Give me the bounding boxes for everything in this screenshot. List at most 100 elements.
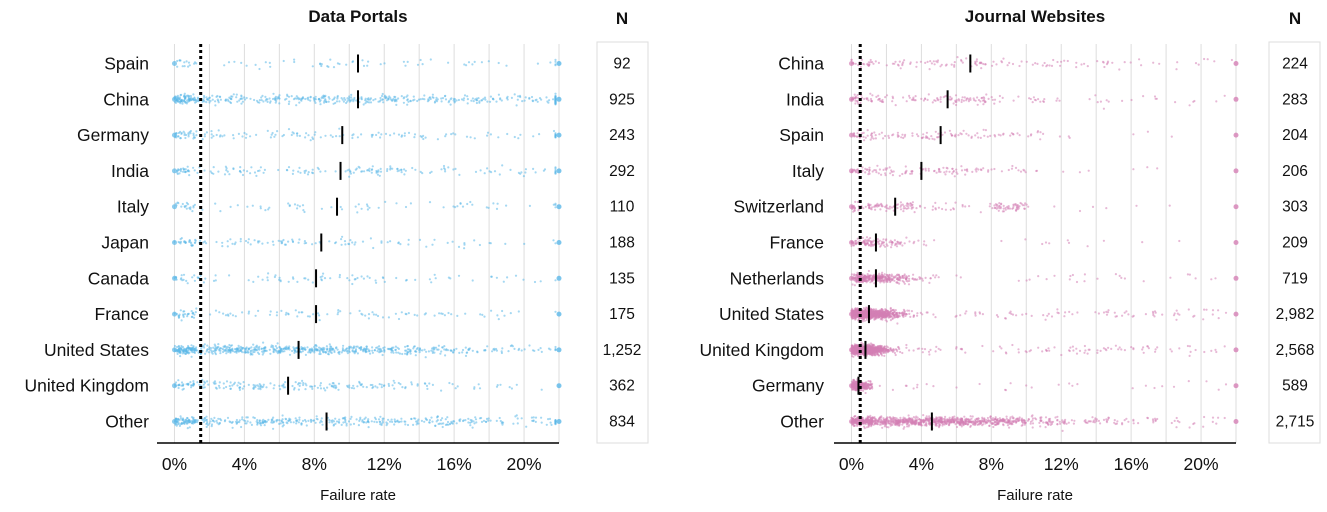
data-point [313, 419, 316, 422]
data-point [394, 348, 397, 352]
data-point [934, 207, 937, 210]
data-point [303, 240, 306, 243]
data-point [884, 319, 887, 322]
data-point [1012, 133, 1015, 136]
data-point [308, 349, 311, 353]
data-point [939, 170, 942, 173]
data-point [868, 168, 871, 171]
data-point [305, 384, 308, 387]
data-point [328, 418, 331, 422]
data-point [178, 97, 181, 100]
data-point [427, 350, 430, 353]
data-point [1059, 64, 1062, 67]
data-point [539, 347, 542, 350]
data-point [252, 280, 255, 283]
data-point [862, 135, 865, 138]
data-point [202, 386, 205, 389]
data-point [371, 168, 374, 171]
data-point [412, 345, 416, 348]
data-point [1036, 130, 1040, 133]
data-point [953, 175, 956, 178]
data-point [856, 237, 859, 240]
data-point [415, 348, 418, 351]
data-point [189, 208, 192, 211]
data-point [994, 206, 997, 209]
data-point [267, 418, 270, 421]
data-point [993, 98, 997, 101]
data-point [226, 240, 229, 243]
data-point [431, 420, 434, 423]
data-point [936, 59, 940, 62]
data-point [1012, 205, 1015, 208]
data-point [269, 382, 272, 385]
data-point [351, 60, 354, 64]
data-point [385, 95, 388, 98]
data-point [433, 273, 436, 276]
data-point [848, 204, 854, 210]
data-point [277, 168, 280, 172]
data-point [329, 58, 332, 61]
data-point [937, 132, 940, 135]
data-point [208, 96, 211, 99]
data-point [282, 133, 285, 137]
data-point [255, 99, 259, 102]
data-point [540, 388, 543, 391]
data-point [490, 171, 493, 174]
data-point [222, 387, 225, 390]
data-point [176, 94, 179, 97]
data-point [877, 172, 880, 175]
data-point [287, 419, 290, 422]
data-point [206, 348, 209, 351]
data-point [259, 207, 262, 210]
data-point [976, 103, 979, 106]
data-point [209, 420, 212, 423]
data-point [406, 345, 409, 348]
data-point [282, 59, 285, 63]
data-point [290, 133, 293, 137]
data-point [545, 96, 548, 99]
data-point [293, 58, 296, 61]
data-point [174, 101, 177, 104]
data-point [519, 133, 522, 136]
data-point [891, 97, 895, 100]
data-point [214, 309, 218, 312]
data-point [345, 422, 348, 425]
data-point [1067, 135, 1070, 138]
data-point [367, 426, 370, 429]
data-point [181, 345, 185, 349]
data-point [395, 351, 398, 354]
data-point [534, 99, 537, 102]
data-point [905, 236, 908, 239]
data-point [441, 425, 444, 429]
data-point [495, 347, 498, 351]
data-point [206, 423, 210, 427]
data-point [465, 64, 468, 67]
data-point [889, 306, 892, 310]
data-point [252, 387, 255, 390]
data-point [376, 173, 379, 176]
data-point [554, 345, 557, 349]
data-point [186, 315, 189, 318]
data-point [920, 136, 924, 139]
data-point [348, 97, 351, 100]
data-point [429, 58, 432, 61]
data-point [919, 311, 922, 314]
data-point [440, 312, 443, 315]
data-point [269, 65, 272, 68]
data-point [192, 420, 195, 423]
data-point [471, 203, 474, 206]
data-point [878, 203, 881, 206]
data-point [866, 306, 869, 309]
data-point [864, 313, 867, 316]
data-point [306, 315, 310, 318]
data-point [353, 350, 356, 353]
data-point [984, 63, 987, 66]
data-point [935, 171, 938, 174]
data-point [869, 92, 872, 95]
data-point [453, 101, 456, 104]
data-point [451, 240, 454, 243]
data-point [905, 275, 908, 278]
data-point [1083, 280, 1086, 283]
data-point [329, 134, 332, 137]
data-point [321, 275, 324, 278]
